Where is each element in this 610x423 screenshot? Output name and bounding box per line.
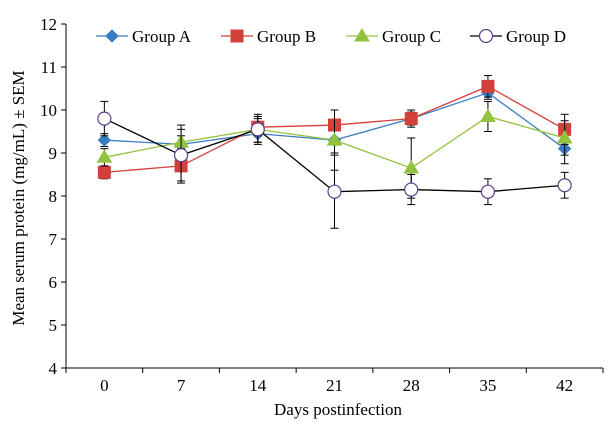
- legend-item-group-c: Group C: [346, 27, 441, 46]
- series-group-d: [97, 100, 572, 229]
- axes: 4 5 6 7 8 9 10 11 12 0 7 14 21 28 35 42: [40, 15, 604, 395]
- data-point: [96, 149, 113, 163]
- data-point: [556, 129, 573, 144]
- data-point: [481, 79, 495, 93]
- data-point: [557, 178, 572, 193]
- data-point: [173, 148, 189, 163]
- y-tick-label: 8: [49, 187, 58, 206]
- data-point: [97, 133, 112, 147]
- y-axis-title: Mean serum protein (mg/mL) ± SEM: [9, 70, 28, 325]
- data-point: [250, 122, 265, 137]
- plot-area: [96, 75, 573, 229]
- legend-marker: [478, 28, 494, 44]
- x-tick-label: 28: [403, 376, 420, 395]
- x-tick-label: 7: [177, 376, 186, 395]
- legend-label: Group D: [506, 27, 566, 46]
- x-tick-label: 21: [326, 376, 343, 395]
- data-point: [404, 182, 419, 197]
- legend-marker: [354, 28, 370, 42]
- legend-label: Group B: [257, 27, 316, 46]
- legend-marker: [230, 29, 244, 43]
- data-point: [327, 184, 342, 199]
- x-axis-title: Days postinfection: [274, 400, 402, 419]
- y-tick-label: 7: [49, 230, 58, 249]
- data-point: [97, 111, 112, 126]
- legend-label: Group C: [382, 27, 441, 46]
- x-tick-label: 42: [556, 376, 573, 395]
- legend: Group A Group B Group C Group D: [96, 27, 566, 46]
- data-point: [480, 184, 496, 199]
- y-tick-label: 12: [40, 15, 57, 34]
- data-point: [403, 160, 420, 174]
- data-point: [97, 165, 111, 179]
- y-tick-label: 9: [49, 144, 58, 163]
- data-point: [404, 112, 418, 126]
- legend-item-group-a: Group A: [96, 27, 192, 46]
- y-tick-label: 4: [49, 359, 58, 378]
- x-tick-label: 35: [479, 376, 496, 395]
- y-tick-label: 5: [49, 316, 58, 335]
- y-tick-label: 11: [41, 58, 57, 77]
- legend-item-group-b: Group B: [221, 27, 316, 46]
- y-tick-label: 6: [49, 273, 58, 292]
- data-point: [480, 108, 496, 122]
- legend-item-group-d: Group D: [470, 27, 566, 46]
- data-point: [326, 132, 343, 146]
- legend-marker: [105, 29, 119, 43]
- y-tick-label: 10: [40, 101, 57, 120]
- x-tick-label: 14: [249, 376, 267, 395]
- x-tick-label: 0: [100, 376, 109, 395]
- legend-label: Group A: [132, 27, 192, 46]
